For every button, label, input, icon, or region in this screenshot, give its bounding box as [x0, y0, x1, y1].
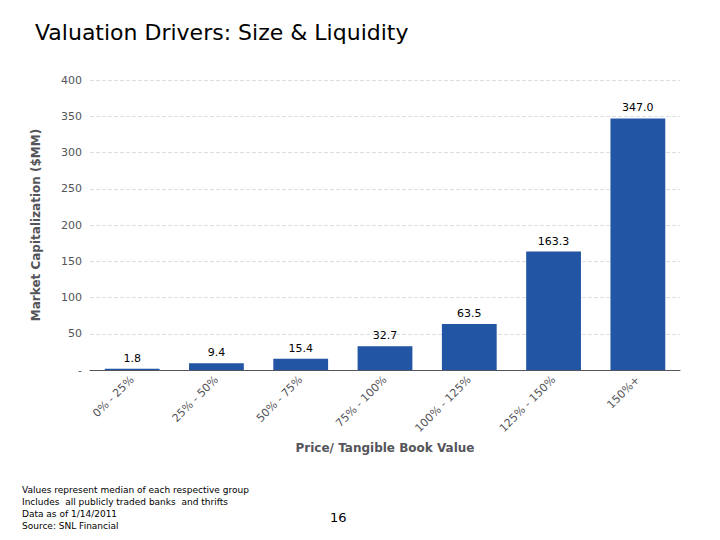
svg-text:Data as of 1/14/2011: Data as of 1/14/2011 [22, 509, 117, 519]
svg-text:32.7: 32.7 [373, 329, 398, 342]
svg-text:25% - 50%: 25% - 50% [170, 373, 221, 424]
svg-text:-: - [78, 364, 82, 377]
svg-text:0% - 25%: 0% - 25% [90, 373, 137, 420]
svg-text:9.4: 9.4 [208, 346, 226, 359]
svg-text:150%+: 150%+ [605, 373, 643, 411]
svg-text:63.5: 63.5 [457, 307, 482, 320]
svg-text:Includes all publicly traded: Includes all publicly traded banks and t… [22, 497, 228, 507]
svg-text:50: 50 [68, 327, 82, 340]
svg-text:100% - 125%: 100% - 125% [413, 373, 474, 434]
svg-text:347.0: 347.0 [622, 101, 654, 114]
svg-text:300: 300 [61, 146, 82, 159]
svg-text:Values represent median of eac: Values represent median of each respecti… [22, 485, 249, 495]
svg-text:Source: SNL Financial: Source: SNL Financial [22, 521, 119, 531]
svg-text:75% - 100%: 75% - 100% [333, 373, 389, 429]
svg-text:15.4: 15.4 [288, 342, 313, 355]
svg-text:400: 400 [61, 74, 82, 87]
svg-text:Valuation Drivers: Size & Liqu: Valuation Drivers: Size & Liquidity [35, 20, 408, 45]
svg-text:250: 250 [61, 182, 82, 195]
svg-text:100: 100 [61, 291, 82, 304]
svg-text:Price/ Tangible Book Value: Price/ Tangible Book Value [296, 441, 475, 455]
svg-text:125% - 150%: 125% - 150% [497, 373, 558, 434]
svg-text:50% - 75%: 50% - 75% [254, 373, 305, 424]
svg-text:150: 150 [61, 255, 82, 268]
svg-text:1.8: 1.8 [123, 352, 141, 365]
svg-text:350: 350 [61, 110, 82, 123]
svg-text:200: 200 [61, 219, 82, 232]
svg-text:163.3: 163.3 [538, 235, 570, 248]
svg-text:16: 16 [330, 510, 347, 525]
svg-text:Market Capitalization ($MM): Market Capitalization ($MM) [29, 129, 43, 321]
